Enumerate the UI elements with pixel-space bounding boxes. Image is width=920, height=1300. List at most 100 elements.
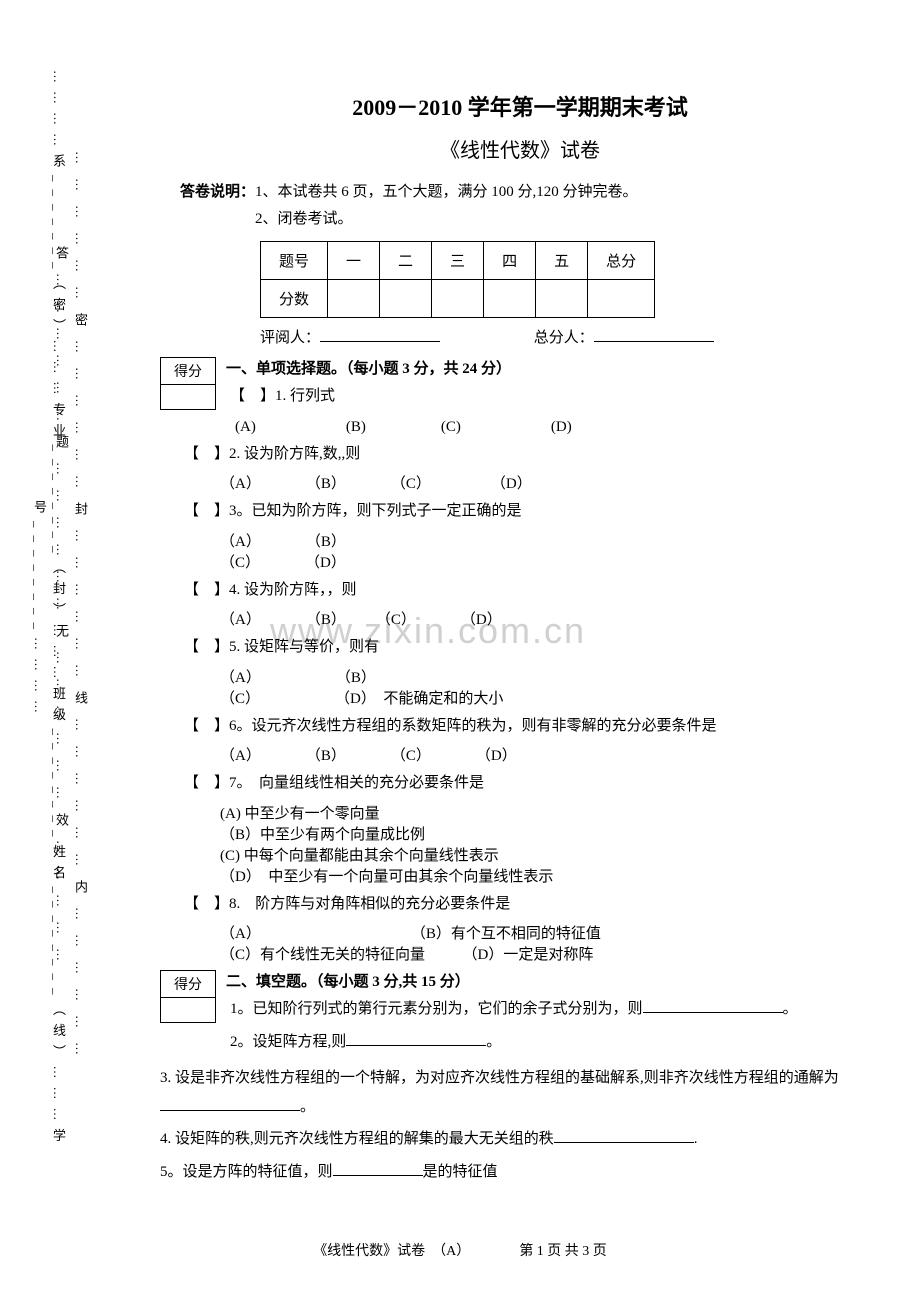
opt-a: （A） <box>220 926 253 942</box>
opt-d: （D） 不能确定和的大小 <box>343 691 504 707</box>
opt-b: （B） <box>313 612 338 628</box>
q7-opt-c: (C) 中每个向量都能由其余个向量线性表示 <box>220 844 880 865</box>
exam-title: 2009－2010 学年第一学期期末考试 <box>160 90 880 122</box>
opt-b: （B） <box>313 748 338 764</box>
totaler-label: 总分人： <box>534 330 594 346</box>
instr-1: 1、本试卷共 6 页，五个大题，满分 100 分,120 分钟完卷。 <box>255 184 638 200</box>
th-1: 一 <box>328 242 380 280</box>
opt-a: （A） <box>220 612 253 628</box>
exam-subtitle: 《线性代数》试卷 <box>160 134 880 163</box>
opt-d: （D）一定是对称阵 <box>470 947 593 963</box>
section-2-heading: 二、填空题。（每小题 3 分,共 15 分） <box>160 970 880 991</box>
q4: 【 】4. 设为阶方阵，，则 <box>184 576 880 605</box>
totaler-blank <box>594 341 714 342</box>
q5: 【 】5. 设矩阵与等价，则有 <box>184 633 880 662</box>
q2: 【 】2. 设为阶方阵,数,,则 <box>184 440 880 469</box>
opt-c: (C) <box>441 419 461 435</box>
q-text: 1。已知阶行列式的第行元素分别为，它们的余子式分别为，则 <box>230 1001 643 1017</box>
score-table: 题号 一 二 三 四 五 总分 分数 <box>260 241 655 318</box>
q6-options: （A） （B） （C） （D） <box>220 744 880 765</box>
main-content: 2009－2010 学年第一学期期末考试 《线性代数》试卷 答卷说明：1、本试卷… <box>160 90 880 1190</box>
opt-b: （B） <box>313 476 338 492</box>
q-text: 4. 设矩阵的秩,则元齐次线性方程组的解集的最大无关组的秩 <box>160 1131 554 1147</box>
opt-c: （C） <box>398 748 423 764</box>
reviewer-label: 评阅人： <box>260 330 320 346</box>
q-text: 5。设是方阵的特征值，则 <box>160 1164 333 1180</box>
th-2: 二 <box>380 242 432 280</box>
td-blank <box>536 280 588 318</box>
opt-b: (B) <box>346 419 366 435</box>
sec2-q1: 1。已知阶行列式的第行元素分别为，它们的余子式分别为，则。 <box>230 995 880 1024</box>
opt-a: （A） <box>220 534 253 550</box>
sec2-q2: 2。设矩阵方程,则。 <box>230 1028 880 1057</box>
section-score-box: 得分 <box>160 357 216 410</box>
opt-a: （A） <box>220 670 253 686</box>
binding-margin-warning: ………………密………………封………………线………………内………………答……………… <box>72 60 90 1160</box>
q5-options-1: （A） （B） <box>220 666 880 687</box>
answer-blank <box>554 1129 694 1143</box>
td-blank <box>432 280 484 318</box>
instr-label: 答卷说明： <box>180 184 255 200</box>
th-4: 四 <box>484 242 536 280</box>
td-blank <box>484 280 536 318</box>
opt-b: （B）有个互不相同的特征值 <box>418 926 601 942</box>
td-score-label: 分数 <box>261 280 328 318</box>
q8-opts-2: （C）有个线性无关的特征向量 （D）一定是对称阵 <box>220 943 880 964</box>
q8: 【 】8. 阶方阵与对角阵相似的充分必要条件是 <box>184 890 880 919</box>
opt-c: （C） <box>220 691 253 707</box>
footer-left: 《线性代数》试卷 （A） <box>313 1244 463 1259</box>
q1-options: (A) (B) (C) (D) <box>220 415 880 436</box>
opt-b: （B） <box>343 670 376 686</box>
opt-c: （C） <box>398 476 423 492</box>
answer-blank <box>643 999 783 1013</box>
score-box-blank <box>161 998 215 1022</box>
q2-options: （A） （B） （C） （D） <box>220 472 880 493</box>
opt-b: （B） <box>313 534 346 550</box>
q3: 【 】3。已知为阶方阵，则下列式子一定正确的是 <box>184 497 880 526</box>
q3-options-2: （C） （D） <box>220 551 880 572</box>
score-box-label: 得分 <box>161 971 215 998</box>
score-box-blank <box>161 385 215 409</box>
page-footer: 《线性代数》试卷 （A） 第 1 页 共 3 页 <box>0 1240 920 1260</box>
q-text: 2。设矩阵方程,则 <box>230 1034 346 1050</box>
score-box-label: 得分 <box>161 358 215 385</box>
opt-c: （C） <box>383 612 408 628</box>
th-num: 题号 <box>261 242 328 280</box>
q6: 【 】6。设元齐次线性方程组的系数矩阵的秩为，则有非零解的充分必要条件是 <box>184 712 880 741</box>
q1: 【 】1. 行列式 <box>230 382 880 411</box>
opt-a: （A） <box>220 748 253 764</box>
answer-blank <box>333 1162 423 1176</box>
q5-options-2: （C） （D） 不能确定和的大小 <box>220 687 880 708</box>
section-score-box: 得分 <box>160 970 216 1023</box>
q7-opt-b: （B）中至少有两个向量成比例 <box>220 823 880 844</box>
opt-d: （D） <box>468 612 501 628</box>
table-row: 题号 一 二 三 四 五 总分 <box>261 242 655 280</box>
table-row: 分数 <box>261 280 655 318</box>
q7-opt-d: （D） 中至少有一个向量可由其余个向量线性表示 <box>220 865 880 886</box>
q4-options: （A） （B） （C） （D） <box>220 608 880 629</box>
opt-d: （D） <box>483 748 516 764</box>
footer-right: 第 1 页 共 3 页 <box>519 1244 607 1259</box>
opt-d: （D） <box>313 555 346 571</box>
answer-blank <box>346 1032 486 1046</box>
q8-opts-1: （A） （B）有个互不相同的特征值 <box>220 922 880 943</box>
th-3: 三 <box>432 242 484 280</box>
reviewer-blank <box>320 341 440 342</box>
th-5: 五 <box>536 242 588 280</box>
q-text: 3. 设是非齐次线性方程组的一个特解，为对应齐次线性方程组的基础解系,则非齐次线… <box>160 1070 839 1086</box>
reviewer-line: 评阅人： 总分人： <box>260 326 880 347</box>
sec2-q5: 5。设是方阵的特征值，则是的特征值 <box>160 1158 880 1187</box>
opt-c: （C） <box>220 555 253 571</box>
opt-d: (D) <box>551 419 572 435</box>
opt-a: (A) <box>235 419 256 435</box>
sec2-q4: 4. 设矩阵的秩,则元齐次线性方程组的解集的最大无关组的秩. <box>160 1125 880 1154</box>
instr-2: 2、闭卷考试。 <box>255 211 353 227</box>
opt-c: （C）有个线性无关的特征向量 <box>220 947 425 963</box>
td-blank <box>588 280 655 318</box>
sec2-q3: 3. 设是非齐次线性方程组的一个特解，为对应齐次线性方程组的基础解系,则非齐次线… <box>160 1064 880 1121</box>
answer-blank <box>160 1097 300 1111</box>
td-blank <box>328 280 380 318</box>
q7: 【 】7。 向量组线性相关的充分必要条件是 <box>184 769 880 798</box>
q3-options-1: （A） （B） <box>220 530 880 551</box>
section-1-heading: 一、单项选择题。（每小题 3 分，共 24 分） <box>160 357 880 378</box>
